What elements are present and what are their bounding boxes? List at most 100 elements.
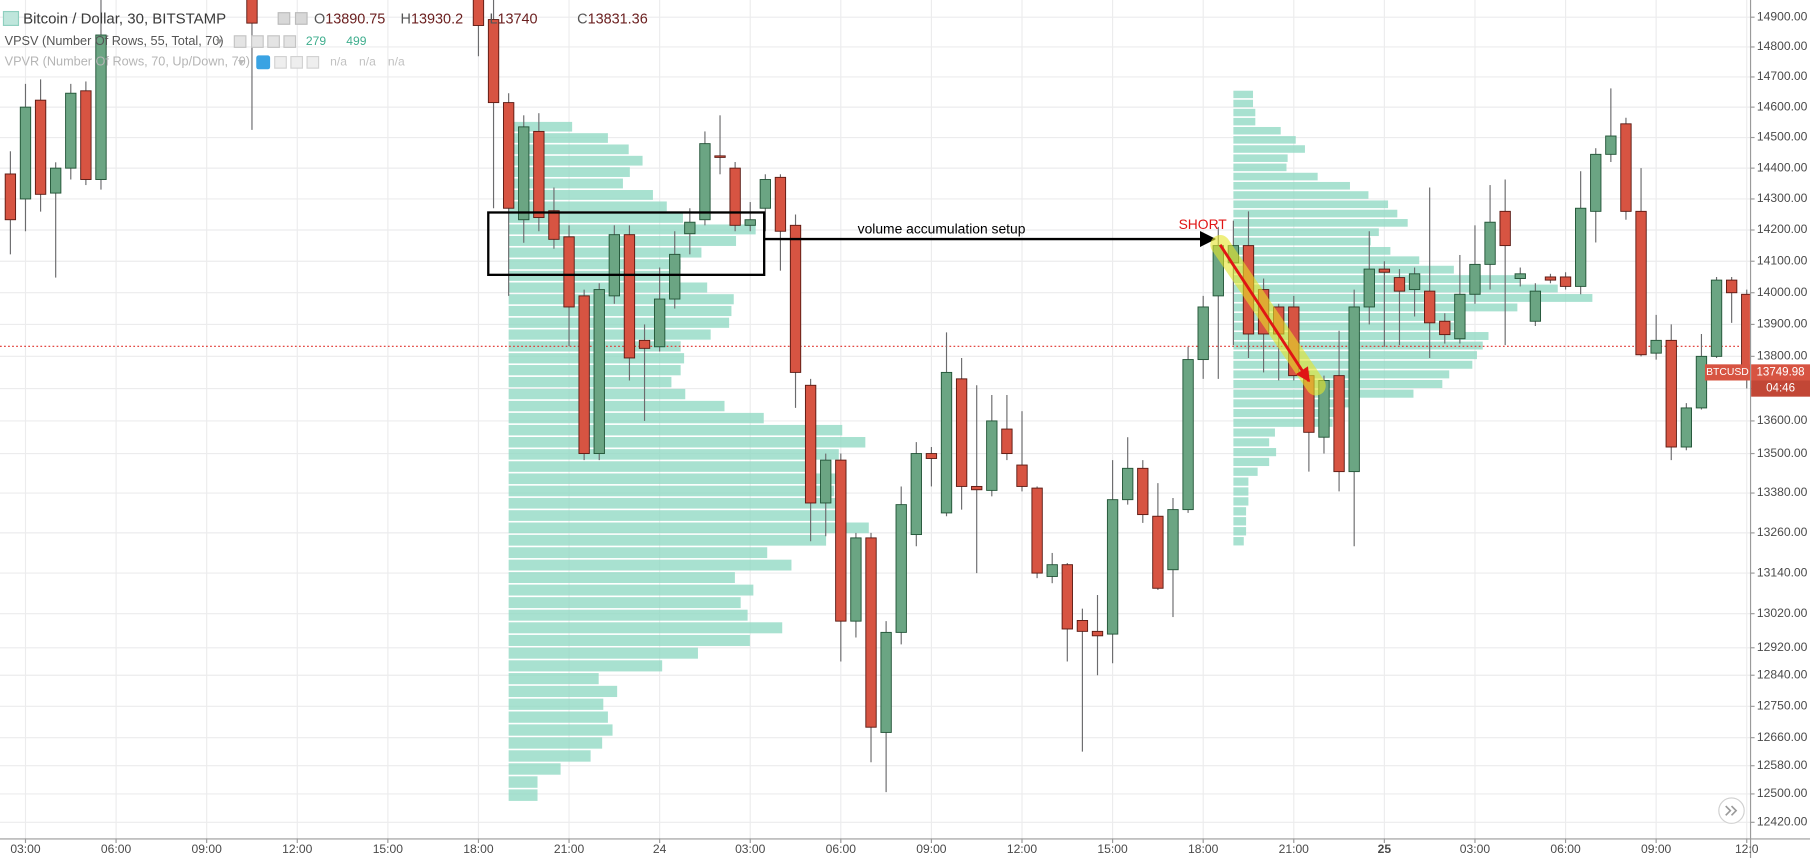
candle-body <box>1725 279 1738 294</box>
indicator-value: n/a <box>359 55 376 69</box>
volume-profile-bar <box>1233 399 1356 408</box>
volume-profile-bar <box>508 597 741 609</box>
volume-profile-bar <box>1233 265 1454 274</box>
volume-profile-bar <box>508 412 764 424</box>
volume-profile-bar <box>1233 200 1389 209</box>
y-tick-label: 13020.00 <box>1757 606 1808 620</box>
candle-body <box>518 126 530 221</box>
candle-body <box>593 289 605 455</box>
candle-body <box>925 453 938 459</box>
countdown-tag <box>1751 380 1810 397</box>
candle-body <box>744 219 756 226</box>
volume-profile-bar <box>508 247 702 258</box>
volume-profile-bar <box>1233 154 1288 162</box>
volume-profile-bar <box>508 178 623 189</box>
ohlc-value: 13890.75 <box>325 11 385 27</box>
candle-body <box>865 537 877 728</box>
y-tick-label: 12500.00 <box>1757 786 1808 800</box>
y-tick-label: 14600.00 <box>1757 99 1808 113</box>
indicator-name: VPVR (Number Of Rows, 70, Up/Down, 70) <box>5 55 250 69</box>
x-tick-label: 24 <box>653 842 667 856</box>
volume-profile-bar <box>508 698 604 710</box>
candle-body <box>1514 273 1526 279</box>
x-tick-label: 09:00 <box>916 842 947 856</box>
candle-body <box>820 459 832 504</box>
candle-body <box>1363 268 1375 308</box>
candle-body <box>1424 290 1436 324</box>
candle-body <box>971 485 983 491</box>
candle-body <box>1469 263 1481 295</box>
volume-profile-bar <box>1233 163 1287 172</box>
chevron-icon <box>1725 805 1738 816</box>
volume-profile-bar <box>1233 517 1247 526</box>
candle-body <box>487 19 500 104</box>
ohlc-value: 13740 <box>497 11 537 27</box>
ohlc-key: O <box>314 11 325 27</box>
ohlc-value: 13930.2 <box>411 11 463 27</box>
volume-profile-bar <box>1233 294 1593 302</box>
candle-body <box>608 234 620 297</box>
volume-profile-bar <box>508 133 608 143</box>
volume-profile-bar <box>508 282 708 293</box>
x-tick-label: 03:00 <box>735 842 766 856</box>
candle-body <box>1016 464 1028 487</box>
candle-body <box>1529 290 1542 322</box>
candle-body <box>714 155 726 158</box>
indicator-value: n/a <box>330 55 347 69</box>
ohlc-legend: O13890.75 H13930.2 L13740 C13831.36 <box>314 11 648 27</box>
volume-profile-bar <box>508 572 735 583</box>
candle-body <box>1590 153 1602 212</box>
volume-profile-bar <box>1233 99 1254 108</box>
volume-profile-bar <box>508 711 608 723</box>
icon <box>277 12 291 25</box>
volume-profile-bar <box>508 190 653 200</box>
volume-profile-bar <box>1233 497 1249 506</box>
volume-profile-bar <box>508 449 839 460</box>
x-tick-label: 12:00 <box>282 842 313 856</box>
x-tick-label: 06:00 <box>826 842 857 856</box>
candle-body <box>1197 306 1209 361</box>
volume-profile-bar <box>508 609 748 621</box>
y-tick-label: 12920.00 <box>1757 640 1808 654</box>
candle-body <box>623 234 636 359</box>
scroll-button[interactable] <box>1718 797 1745 824</box>
volume-profile-bar <box>1233 303 1518 312</box>
volume-profile-bar <box>1233 477 1249 486</box>
candle-body <box>729 167 741 226</box>
volume-profile-bar <box>1233 256 1420 265</box>
candle-body <box>1605 135 1617 155</box>
y-tick-label: 14900.00 <box>1757 9 1808 23</box>
x-tick-label: 09:00 <box>1641 842 1672 856</box>
candle-body <box>50 167 62 194</box>
candle-body <box>669 253 681 300</box>
candle-body <box>1484 221 1496 265</box>
volume-profile-bar <box>508 750 591 762</box>
icon <box>267 35 280 48</box>
y-tick-label: 13260.00 <box>1757 525 1808 539</box>
volume-profile-bar <box>1233 448 1277 457</box>
candle-body <box>955 378 968 487</box>
volume-profile-bar <box>508 547 768 559</box>
candle-body <box>1348 306 1360 473</box>
volume-profile-bar <box>508 522 869 534</box>
scroll-to-end[interactable] <box>1718 797 1745 824</box>
candle-body <box>1695 355 1708 409</box>
short-label: SHORT <box>1179 216 1228 232</box>
y-tick-label: 13900.00 <box>1757 317 1808 331</box>
y-tick-label: 13380.00 <box>1757 485 1808 499</box>
candle-body <box>684 221 696 235</box>
volume-profile-bar <box>1233 117 1256 126</box>
short-arrow <box>1218 244 1311 383</box>
volume-profile-bar <box>508 317 730 328</box>
volume-profile-bar <box>1233 527 1247 536</box>
volume-profile-bar <box>1233 332 1489 340</box>
candle-body <box>472 0 485 26</box>
icon <box>251 35 264 48</box>
volume-profile-bar <box>1233 428 1275 437</box>
volume-profile-bar <box>1233 370 1450 379</box>
ohlc-key: C <box>577 11 587 27</box>
volume-profile-bar <box>508 437 866 448</box>
volume-profile-bar <box>508 144 629 155</box>
